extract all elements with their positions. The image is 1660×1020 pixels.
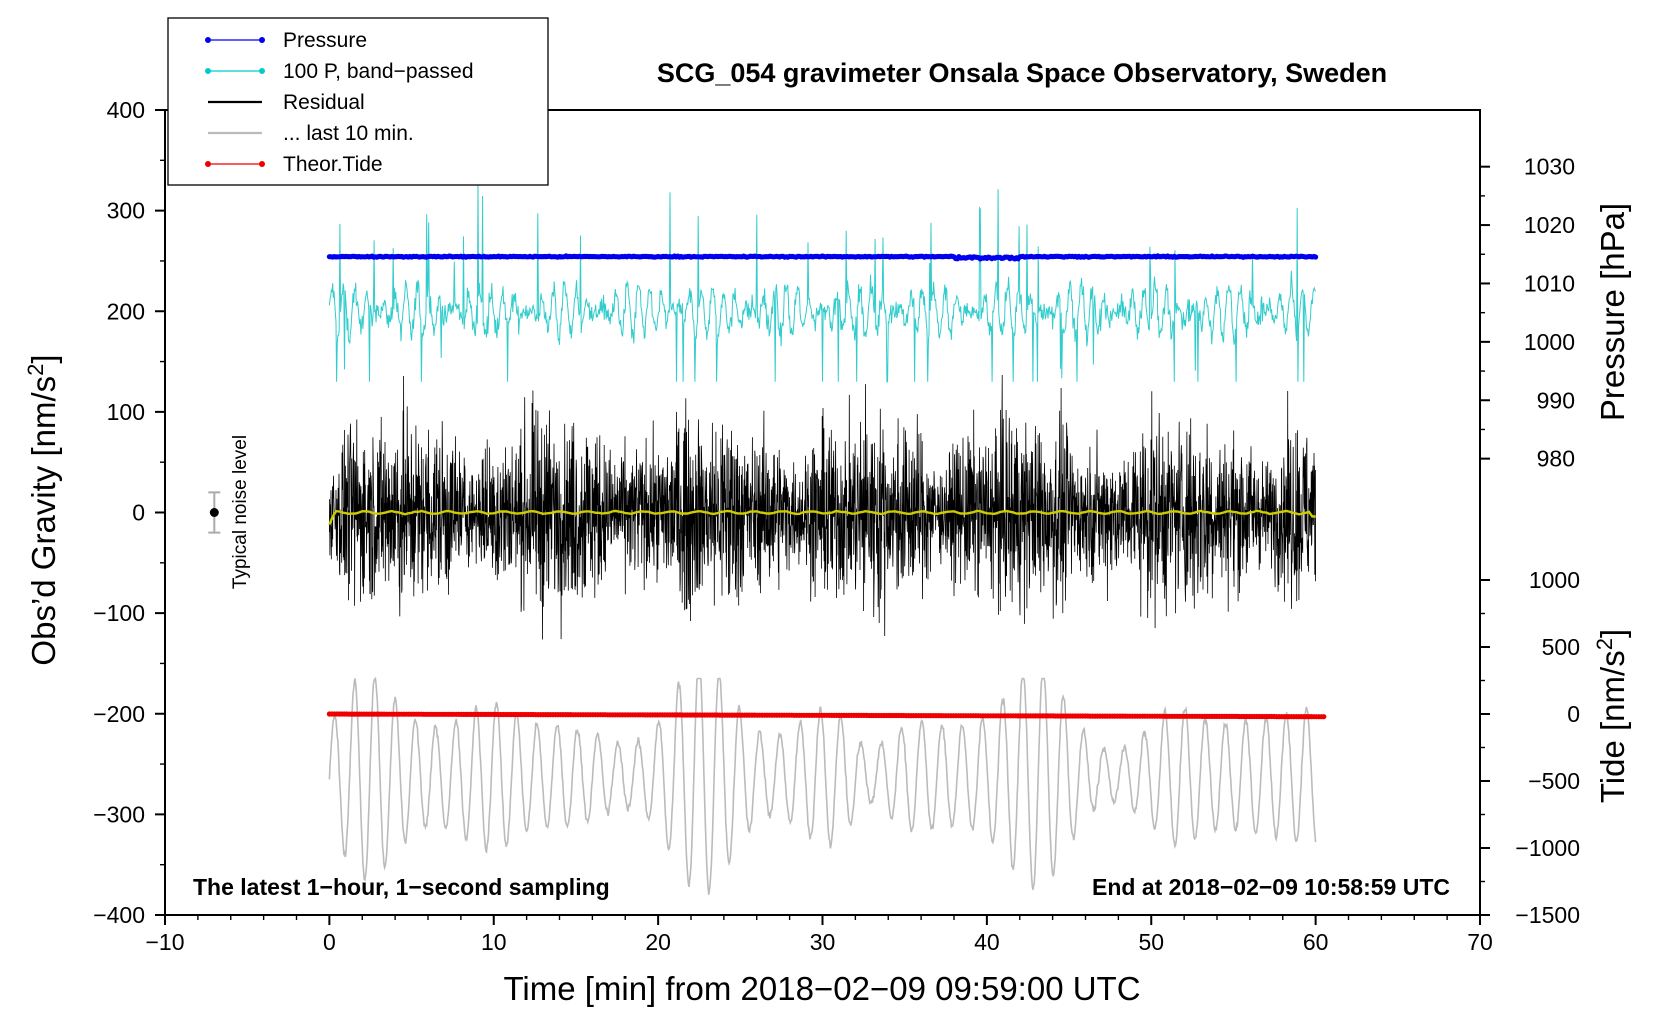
y-axis-title-right-bottom: Tide [nm/s2]	[1592, 629, 1631, 803]
y-axis-title-left-end: ]	[25, 354, 62, 363]
y-tick-label: −400	[93, 902, 145, 928]
tick-layer: −10 0 10 20 30 40 50 60 704003002001000−100−200−…	[93, 97, 1580, 955]
legend-label: 100 P, band−passed	[283, 60, 474, 83]
tide-tick-label: 0	[1567, 701, 1580, 727]
x-axis-title: Time [min] from 2018−02−09 09:59:00 UTC	[503, 970, 1140, 1007]
y-axis-title-left: Obs’d Gravity [nm/s2]	[23, 354, 62, 665]
x-tick-label: 30	[810, 929, 836, 955]
y-axis-title-right-bottom-end: ]	[1594, 629, 1631, 638]
noise-level-indicator	[208, 491, 221, 534]
series-residual-smoothed	[328, 509, 1316, 526]
y-tick-label: 400	[107, 97, 145, 123]
series-theoretical-tide	[326, 711, 1327, 720]
y-axis-title-right-bottom-sup: 2	[1592, 638, 1617, 650]
legend-marker	[259, 68, 265, 74]
legend-marker	[259, 37, 265, 43]
pressure-tick-label: 1020	[1524, 212, 1575, 238]
y-axis-title-left-sup: 2	[23, 364, 48, 376]
pressure-point	[1313, 254, 1319, 260]
series-residual	[329, 374, 1316, 640]
legend-label: Theor.Tide	[283, 153, 383, 176]
x-tick-label: 0	[323, 929, 336, 955]
annotation-end-time: End at 2018−02−09 10:58:59 UTC	[1092, 874, 1450, 900]
y-tick-label: −100	[93, 600, 145, 626]
x-tick-label: 10	[481, 929, 507, 955]
tide-tick-label: −1500	[1515, 902, 1580, 928]
series-pressure	[326, 253, 1319, 262]
tide-tick-label: −1000	[1515, 835, 1580, 861]
pressure-tick-label: 980	[1537, 446, 1575, 472]
legend-label: ... last 10 min.	[283, 122, 414, 145]
y-tick-label: 100	[107, 399, 145, 425]
tide-tick-label: 500	[1542, 634, 1580, 660]
y-axis-title-left-text: Obs’d Gravity [nm/s	[25, 376, 62, 666]
y-tick-label: 0	[132, 500, 145, 526]
x-tick-label: 20	[645, 929, 671, 955]
y-tick-label: −300	[93, 801, 145, 827]
noise-level-point	[209, 508, 219, 517]
legend-marker	[259, 161, 265, 167]
pressure-tick-label: 990	[1537, 387, 1575, 413]
pressure-tick-label: 1030	[1524, 154, 1575, 180]
tide-tick-label: −500	[1528, 768, 1580, 794]
noise-level-label: Typical noise level	[230, 435, 251, 589]
legend-label: Pressure	[283, 29, 367, 52]
x-tick-label: 70	[1467, 929, 1493, 955]
tide-point	[1321, 714, 1327, 720]
legend-label: Residual	[283, 91, 365, 114]
pressure-tick-label: 1010	[1524, 270, 1575, 296]
legend-marker	[205, 68, 211, 74]
data-layer	[326, 184, 1327, 895]
x-tick-label: 60	[1303, 929, 1329, 955]
x-tick-label: 40	[974, 929, 1000, 955]
series-last-10-min	[328, 676, 1317, 895]
x-tick-label: 50	[1138, 929, 1164, 955]
legend-marker	[205, 161, 211, 167]
chart-title: SCG_054 gravimeter Onsala Space Observat…	[657, 58, 1387, 88]
legend-marker	[205, 37, 211, 43]
y-tick-label: −200	[93, 701, 145, 727]
y-axis-title-right-bottom-text: Tide [nm/s	[1594, 650, 1631, 803]
legend: Pressure 100 P, band−passed Residual ... la…	[167, 17, 549, 186]
y-axis-title-right-top: Pressure [hPa]	[1594, 203, 1631, 421]
x-tick-label: −10	[145, 929, 184, 955]
y-tick-label: 200	[107, 298, 145, 324]
pressure-tick-label: 1000	[1524, 329, 1575, 355]
y-tick-label: 300	[107, 198, 145, 224]
tide-tick-label: 1000	[1529, 567, 1580, 593]
annotation-sampling: The latest 1−hour, 1−second sampling	[193, 874, 610, 900]
series-bandpassed-pressure	[328, 184, 1316, 383]
